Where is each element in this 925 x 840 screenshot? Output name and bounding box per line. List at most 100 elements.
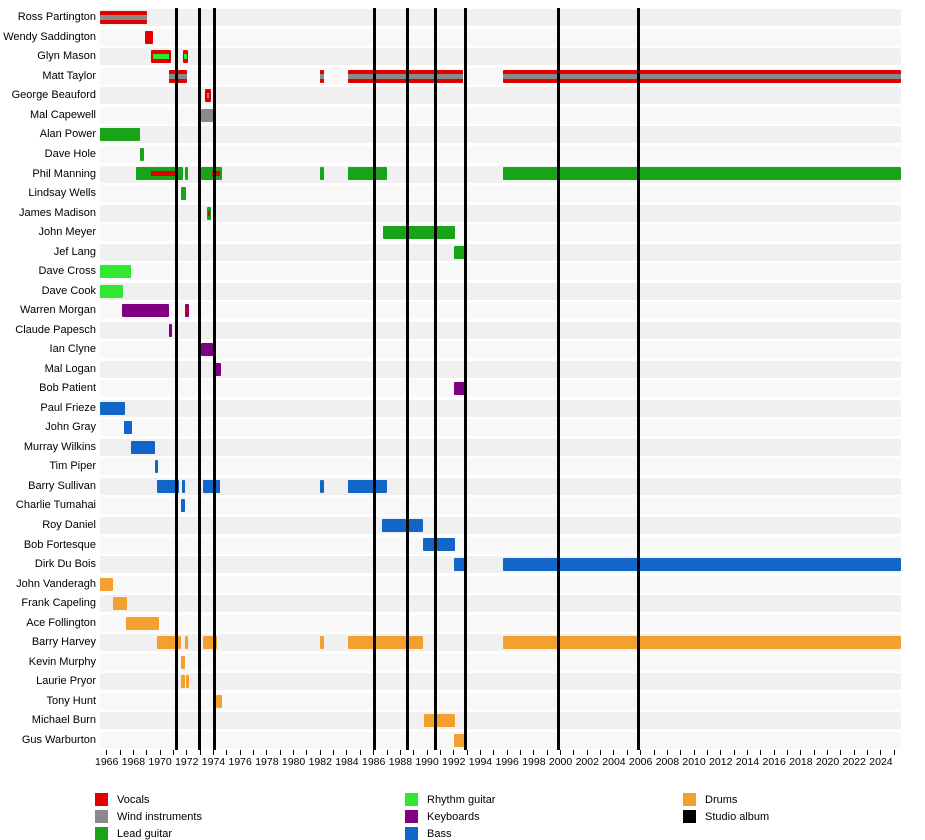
timeline-bar bbox=[347, 479, 388, 493]
member-label: Phil Manning bbox=[32, 167, 96, 180]
member-label: John Vanderagh bbox=[16, 577, 96, 590]
row-band bbox=[100, 614, 901, 632]
timeline-bar bbox=[124, 421, 132, 435]
axis-tick-label: 1982 bbox=[308, 756, 332, 768]
timeline-bar bbox=[320, 69, 325, 83]
axis-tick bbox=[119, 750, 121, 755]
axis-tick bbox=[306, 750, 308, 755]
axis-tick bbox=[132, 750, 134, 755]
timeline-bar bbox=[100, 265, 131, 279]
axis-tick bbox=[373, 750, 375, 755]
axis-tick-label: 1994 bbox=[468, 756, 493, 768]
timeline-bar bbox=[154, 460, 159, 474]
stripe-overlay bbox=[186, 308, 189, 314]
timeline-bar bbox=[206, 206, 211, 220]
timeline-bar bbox=[347, 167, 388, 181]
member-label: Glyn Mason bbox=[37, 50, 96, 63]
axis-tick bbox=[626, 750, 628, 755]
row-band bbox=[100, 731, 901, 749]
timeline-bar bbox=[100, 11, 148, 25]
row-band bbox=[100, 536, 901, 554]
row-band bbox=[100, 9, 901, 27]
member-label: George Beauford bbox=[11, 89, 96, 102]
axis-tick bbox=[600, 750, 602, 755]
axis-tick bbox=[746, 750, 748, 755]
timeline-bar bbox=[320, 167, 325, 181]
axis-tick-label: 1992 bbox=[442, 756, 466, 768]
axis-tick-label: 2008 bbox=[655, 756, 680, 768]
legend-label-wind: Wind instruments bbox=[117, 811, 202, 823]
timeline-bar bbox=[502, 167, 901, 181]
timeline-bar bbox=[320, 479, 325, 493]
axis-tick bbox=[333, 750, 335, 755]
axis-tick-label: 1984 bbox=[335, 756, 359, 768]
legend-item: Rhythm guitar bbox=[405, 793, 605, 807]
axis-tick bbox=[199, 750, 201, 755]
album-line bbox=[174, 8, 178, 750]
timeline-bar bbox=[168, 323, 173, 337]
member-label: Kevin Murphy bbox=[28, 655, 96, 668]
timeline-bar bbox=[150, 50, 171, 64]
member-label: Wendy Saddington bbox=[3, 30, 96, 43]
row-band bbox=[100, 595, 901, 613]
member-label: Roy Daniel bbox=[42, 518, 96, 531]
timeline-bar bbox=[423, 538, 456, 552]
timeline-bar bbox=[453, 245, 466, 259]
axis-tick bbox=[813, 750, 815, 755]
row-band bbox=[100, 712, 901, 730]
axis-tick bbox=[386, 750, 388, 755]
row-band bbox=[100, 380, 901, 398]
timeline-bar bbox=[113, 597, 127, 611]
row-band bbox=[100, 477, 901, 495]
row-band bbox=[100, 106, 901, 124]
timeline-bar bbox=[100, 284, 123, 298]
axis-tick-label: 1976 bbox=[228, 756, 252, 768]
timeline-bar bbox=[122, 304, 170, 318]
axis-tick bbox=[653, 750, 655, 755]
album-line bbox=[433, 8, 437, 750]
timeline-bar bbox=[184, 167, 189, 181]
member-label: Gus Warburton bbox=[21, 733, 96, 746]
legend-label-vocals: Vocals bbox=[117, 794, 150, 806]
row-band bbox=[100, 692, 901, 710]
row-band bbox=[100, 575, 901, 593]
member-label: Tony Hunt bbox=[46, 694, 96, 707]
album-line bbox=[557, 8, 561, 750]
axis-tick-label: 2020 bbox=[815, 756, 840, 768]
row-band bbox=[100, 243, 901, 261]
axis-tick bbox=[693, 750, 695, 755]
row-band bbox=[100, 438, 901, 456]
timeline-bar bbox=[347, 636, 424, 650]
timeline-bar bbox=[181, 187, 187, 200]
axis-tick bbox=[466, 750, 468, 755]
axis-tick-label: 2002 bbox=[575, 756, 599, 768]
timeline-bar bbox=[181, 655, 185, 669]
axis-tick bbox=[853, 750, 855, 755]
axis-tick bbox=[399, 750, 401, 755]
timeline-bar bbox=[502, 558, 901, 571]
member-label: Dave Cook bbox=[41, 284, 96, 297]
member-label: Ace Follington bbox=[26, 616, 96, 629]
axis-tick-label: 2014 bbox=[735, 756, 760, 768]
member-label: Dave Cross bbox=[38, 265, 96, 278]
axis-tick bbox=[787, 750, 789, 755]
member-label: Paul Frieze bbox=[40, 401, 96, 414]
legend-item: Keyboards bbox=[405, 810, 605, 824]
legend-swatch-album bbox=[683, 810, 696, 823]
timeline-bar bbox=[168, 69, 187, 83]
legend-swatch-bass bbox=[405, 827, 418, 840]
timeline-bar bbox=[100, 128, 141, 142]
legend-swatch-wind bbox=[95, 810, 108, 823]
timeline-bar bbox=[205, 89, 211, 103]
legend-item: Wind instruments bbox=[95, 810, 295, 824]
axis-tick bbox=[439, 750, 441, 755]
axis-tick bbox=[880, 750, 882, 755]
axis-tick-label: 2024 bbox=[869, 756, 893, 768]
timeline-bar bbox=[184, 304, 190, 318]
axis-tick bbox=[733, 750, 735, 755]
row-band bbox=[100, 204, 901, 222]
row-band bbox=[100, 224, 901, 242]
stripe-overlay bbox=[151, 171, 175, 177]
row-band bbox=[100, 302, 901, 320]
